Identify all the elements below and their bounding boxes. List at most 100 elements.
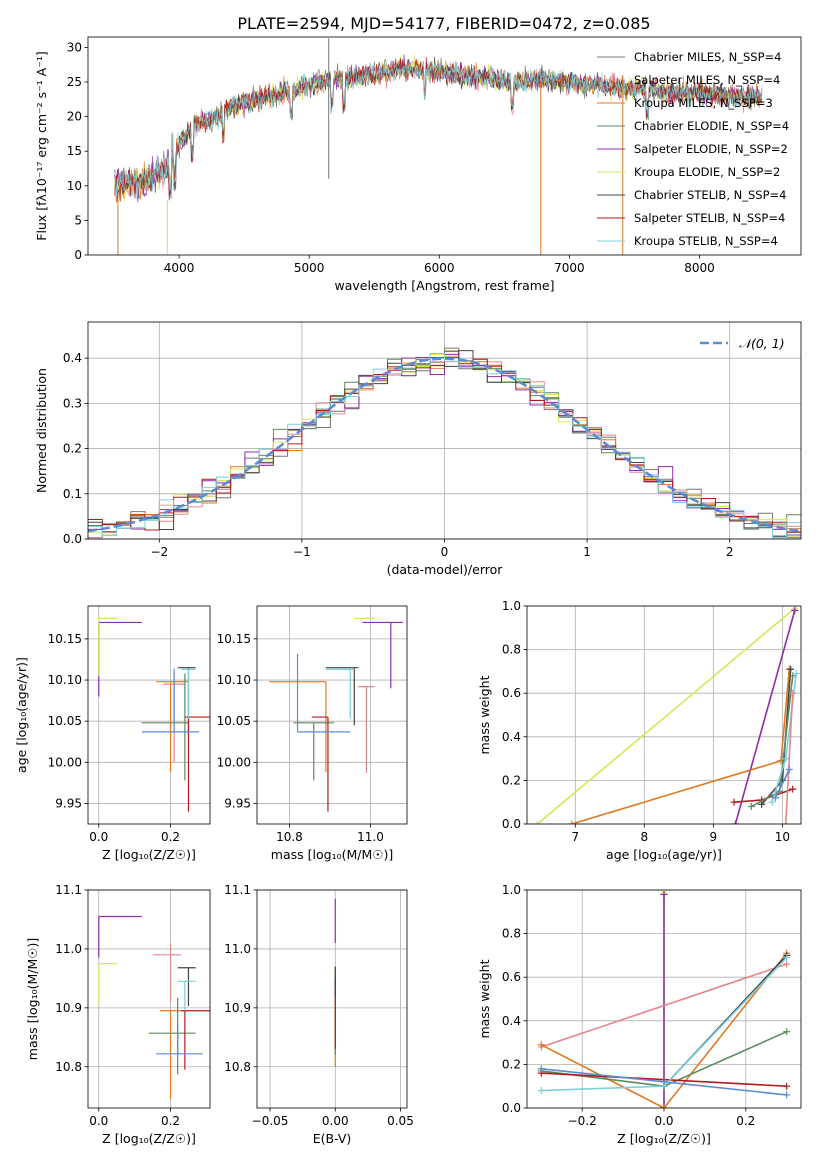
weight-vs-age-xtick-label: 8 bbox=[641, 830, 649, 844]
mass-vs-ebv-frame bbox=[256, 889, 408, 1109]
weight-vs-age-ytick-label: 0.6 bbox=[502, 686, 521, 700]
weight-vs-age-line bbox=[774, 769, 791, 799]
mass-vs-Z-ylabel: mass [log₁₀(M/M☉)] bbox=[25, 938, 40, 1060]
spectrum-legend-label: Salpeter MILES, N_SSP=4 bbox=[634, 73, 780, 87]
mass-vs-Z-errorbar bbox=[159, 1010, 189, 1100]
residuals-xlabel: (data-model)/error bbox=[387, 562, 504, 577]
spectrum-ytick-label: 20 bbox=[67, 110, 82, 124]
mass-vs-Z-errorbar bbox=[177, 980, 196, 1011]
spectrum-ytick-label: 15 bbox=[67, 144, 82, 158]
age-vs-mass-xtick-label: 11.0 bbox=[357, 830, 384, 844]
weight-vs-Z-marker bbox=[660, 1104, 668, 1108]
weight-vs-Z-ytick-label: 1.0 bbox=[502, 883, 521, 897]
residuals-panel: −2 −1 0 1 2 0.0 0.1 0.2 0.3 0.4 (data-model)/error… bbox=[34, 321, 802, 577]
spectrum-legend-label: Kroupa MILES, N_SSP=3 bbox=[634, 96, 773, 110]
weight-vs-age-marker bbox=[533, 820, 541, 824]
age-vs-mass-errorbar bbox=[325, 668, 355, 719]
weight-vs-age-marker bbox=[771, 794, 779, 802]
residuals-xtick-label: −2 bbox=[150, 545, 168, 559]
mass-vs-Z-ytick-label: 11.0 bbox=[55, 942, 82, 956]
residuals-legend: 𝒩(0, 1) bbox=[700, 336, 785, 351]
weight-vs-Z-line bbox=[540, 952, 788, 1108]
age-vs-Z-panel: 0.0 0.2 9.95 10.00 10.05 10.10 10.15 Z [log₁₀(Z… bbox=[14, 605, 211, 862]
weight-vs-Z-marker bbox=[660, 1082, 668, 1090]
weight-vs-Z-ytick-label: 0.2 bbox=[502, 1057, 521, 1071]
spectrum-legend-label: Kroupa STELIB, N_SSP=4 bbox=[634, 234, 778, 248]
weight-vs-Z-marker bbox=[537, 1087, 545, 1095]
mass-vs-Z-errorbar bbox=[98, 915, 142, 958]
weight-vs-Z-xlabel: Z [log₁₀(Z/Z☉)] bbox=[617, 1131, 711, 1146]
weight-vs-age-line bbox=[785, 693, 794, 824]
spectrum-xtick-label: 5000 bbox=[294, 261, 325, 275]
spectrum-ylabel: Flux [fλ10⁻¹⁷ erg cm⁻² s⁻¹ A⁻¹] bbox=[34, 51, 49, 240]
age-vs-Z-ytick-label: 10.05 bbox=[48, 714, 82, 728]
spectrum-legend-label: Salpeter ELODIE, N_SSP=2 bbox=[634, 142, 788, 156]
spectrum-legend-label: Salpeter STELIB, N_SSP=4 bbox=[634, 211, 785, 225]
residuals-ytick-label: 0.4 bbox=[63, 351, 82, 365]
weight-vs-Z-marker bbox=[783, 1028, 791, 1036]
weight-vs-Z-marker bbox=[660, 890, 668, 898]
residuals-ylabel: Normed distribution bbox=[34, 368, 49, 493]
age-vs-Z-errorbar bbox=[156, 681, 189, 773]
age-vs-Z-plot-area bbox=[98, 617, 210, 812]
normal-pdf-curve bbox=[88, 357, 801, 533]
mass-vs-Z-errorbar bbox=[181, 1010, 210, 1070]
spectrum-xtick-label: 6000 bbox=[424, 261, 455, 275]
weight-vs-age-ytick-label: 0.4 bbox=[502, 730, 521, 744]
weight-vs-Z-line bbox=[541, 963, 787, 1048]
mass-vs-Z-errorbar bbox=[177, 967, 196, 1007]
residuals-ytick-label: 0.1 bbox=[63, 487, 82, 501]
weight-vs-age-ytick-label: 0.0 bbox=[502, 817, 521, 831]
mass-vs-ebv-ytick-label: 10.9 bbox=[224, 1001, 251, 1015]
weight-vs-age-panel: 7 8 9 10 0.0 0.2 0.4 0.6 0.8 1.0 age [log₁₀(age/yr… bbox=[477, 599, 802, 862]
weight-vs-age-marker bbox=[785, 766, 793, 773]
age-vs-mass-xtick-label: 10.8 bbox=[276, 830, 303, 844]
weight-vs-Z-xtick-label: 0.2 bbox=[736, 1114, 755, 1128]
age-vs-mass-ytick-label: 9.95 bbox=[224, 796, 251, 810]
weight-vs-age-line bbox=[536, 607, 796, 824]
weight-vs-Z-panel: −0.2 0.0 0.2 0.0 0.2 0.4 0.6 0.8 1.0 Z [log₁₀(Z/Z… bbox=[477, 883, 802, 1146]
weight-vs-age-plot-area bbox=[533, 606, 800, 824]
mass-vs-Z-frame bbox=[87, 889, 211, 1109]
weight-vs-Z-marker bbox=[537, 1041, 545, 1049]
age-vs-mass-errorbar bbox=[311, 716, 329, 812]
age-vs-mass-panel: 10.8 11.0 9.95 10.00 10.05 10.10 10.15 mass [lo… bbox=[217, 605, 408, 862]
mass-vs-Z-xtick-label: 0.0 bbox=[89, 1114, 108, 1128]
spectrum-ytick-label: 30 bbox=[67, 40, 82, 54]
weight-vs-Z-marker bbox=[537, 1065, 545, 1073]
weight-vs-age-marker bbox=[758, 800, 766, 808]
weight-vs-Z-xtick-label: 0.0 bbox=[654, 1114, 673, 1128]
mass-vs-Z-errorbar bbox=[98, 963, 117, 1005]
residuals-ytick-label: 0.3 bbox=[63, 396, 82, 410]
mass-vs-Z-panel: 0.0 0.2 10.8 10.9 11.0 11.1 Z [log₁₀(Z/Z☉)] mas… bbox=[25, 883, 211, 1146]
age-vs-Z-errorbar bbox=[141, 673, 189, 781]
weight-vs-Z-plot-area bbox=[537, 890, 791, 1108]
age-vs-Z-errorbar bbox=[98, 617, 117, 676]
mass-vs-Z-ytick-label: 10.9 bbox=[55, 1001, 82, 1015]
age-vs-Z-errorbar bbox=[141, 668, 200, 733]
weight-vs-Z-marker bbox=[783, 1082, 791, 1090]
residuals-ytick-label: 0.2 bbox=[63, 442, 82, 456]
mass-vs-Z-ytick-label: 10.8 bbox=[55, 1060, 82, 1074]
spectrum-legend-label: Kroupa ELODIE, N_SSP=2 bbox=[634, 165, 780, 179]
age-vs-mass-errorbar bbox=[296, 653, 351, 733]
mass-vs-ebv-ytick-label: 11.0 bbox=[224, 942, 251, 956]
mass-vs-ebv-ytick-label: 11.1 bbox=[224, 883, 251, 897]
age-vs-Z-ylabel: age [log₁₀(age/yr)] bbox=[14, 657, 29, 773]
weight-vs-age-xlabel: age [log₁₀(age/yr)] bbox=[606, 847, 722, 862]
spectrum-xlabel: wavelength [Angstrom, rest frame] bbox=[334, 278, 554, 293]
residuals-xtick-label: 2 bbox=[726, 545, 734, 559]
spectrum-series-line bbox=[114, 56, 763, 202]
residuals-frame bbox=[87, 321, 802, 540]
age-vs-Z-frame bbox=[87, 605, 211, 825]
age-vs-Z-ytick-label: 9.95 bbox=[55, 796, 82, 810]
weight-vs-age-ytick-label: 0.8 bbox=[502, 643, 521, 657]
weight-vs-age-ytick-label: 0.2 bbox=[502, 773, 521, 787]
weight-vs-age-marker bbox=[787, 665, 795, 673]
mass-vs-ebv-xtick-label: 0.00 bbox=[322, 1114, 349, 1128]
weight-vs-age-marker bbox=[568, 820, 576, 824]
weight-vs-age-marker bbox=[789, 785, 797, 793]
weight-vs-age-marker bbox=[792, 670, 800, 678]
weight-vs-age-marker bbox=[730, 798, 738, 806]
